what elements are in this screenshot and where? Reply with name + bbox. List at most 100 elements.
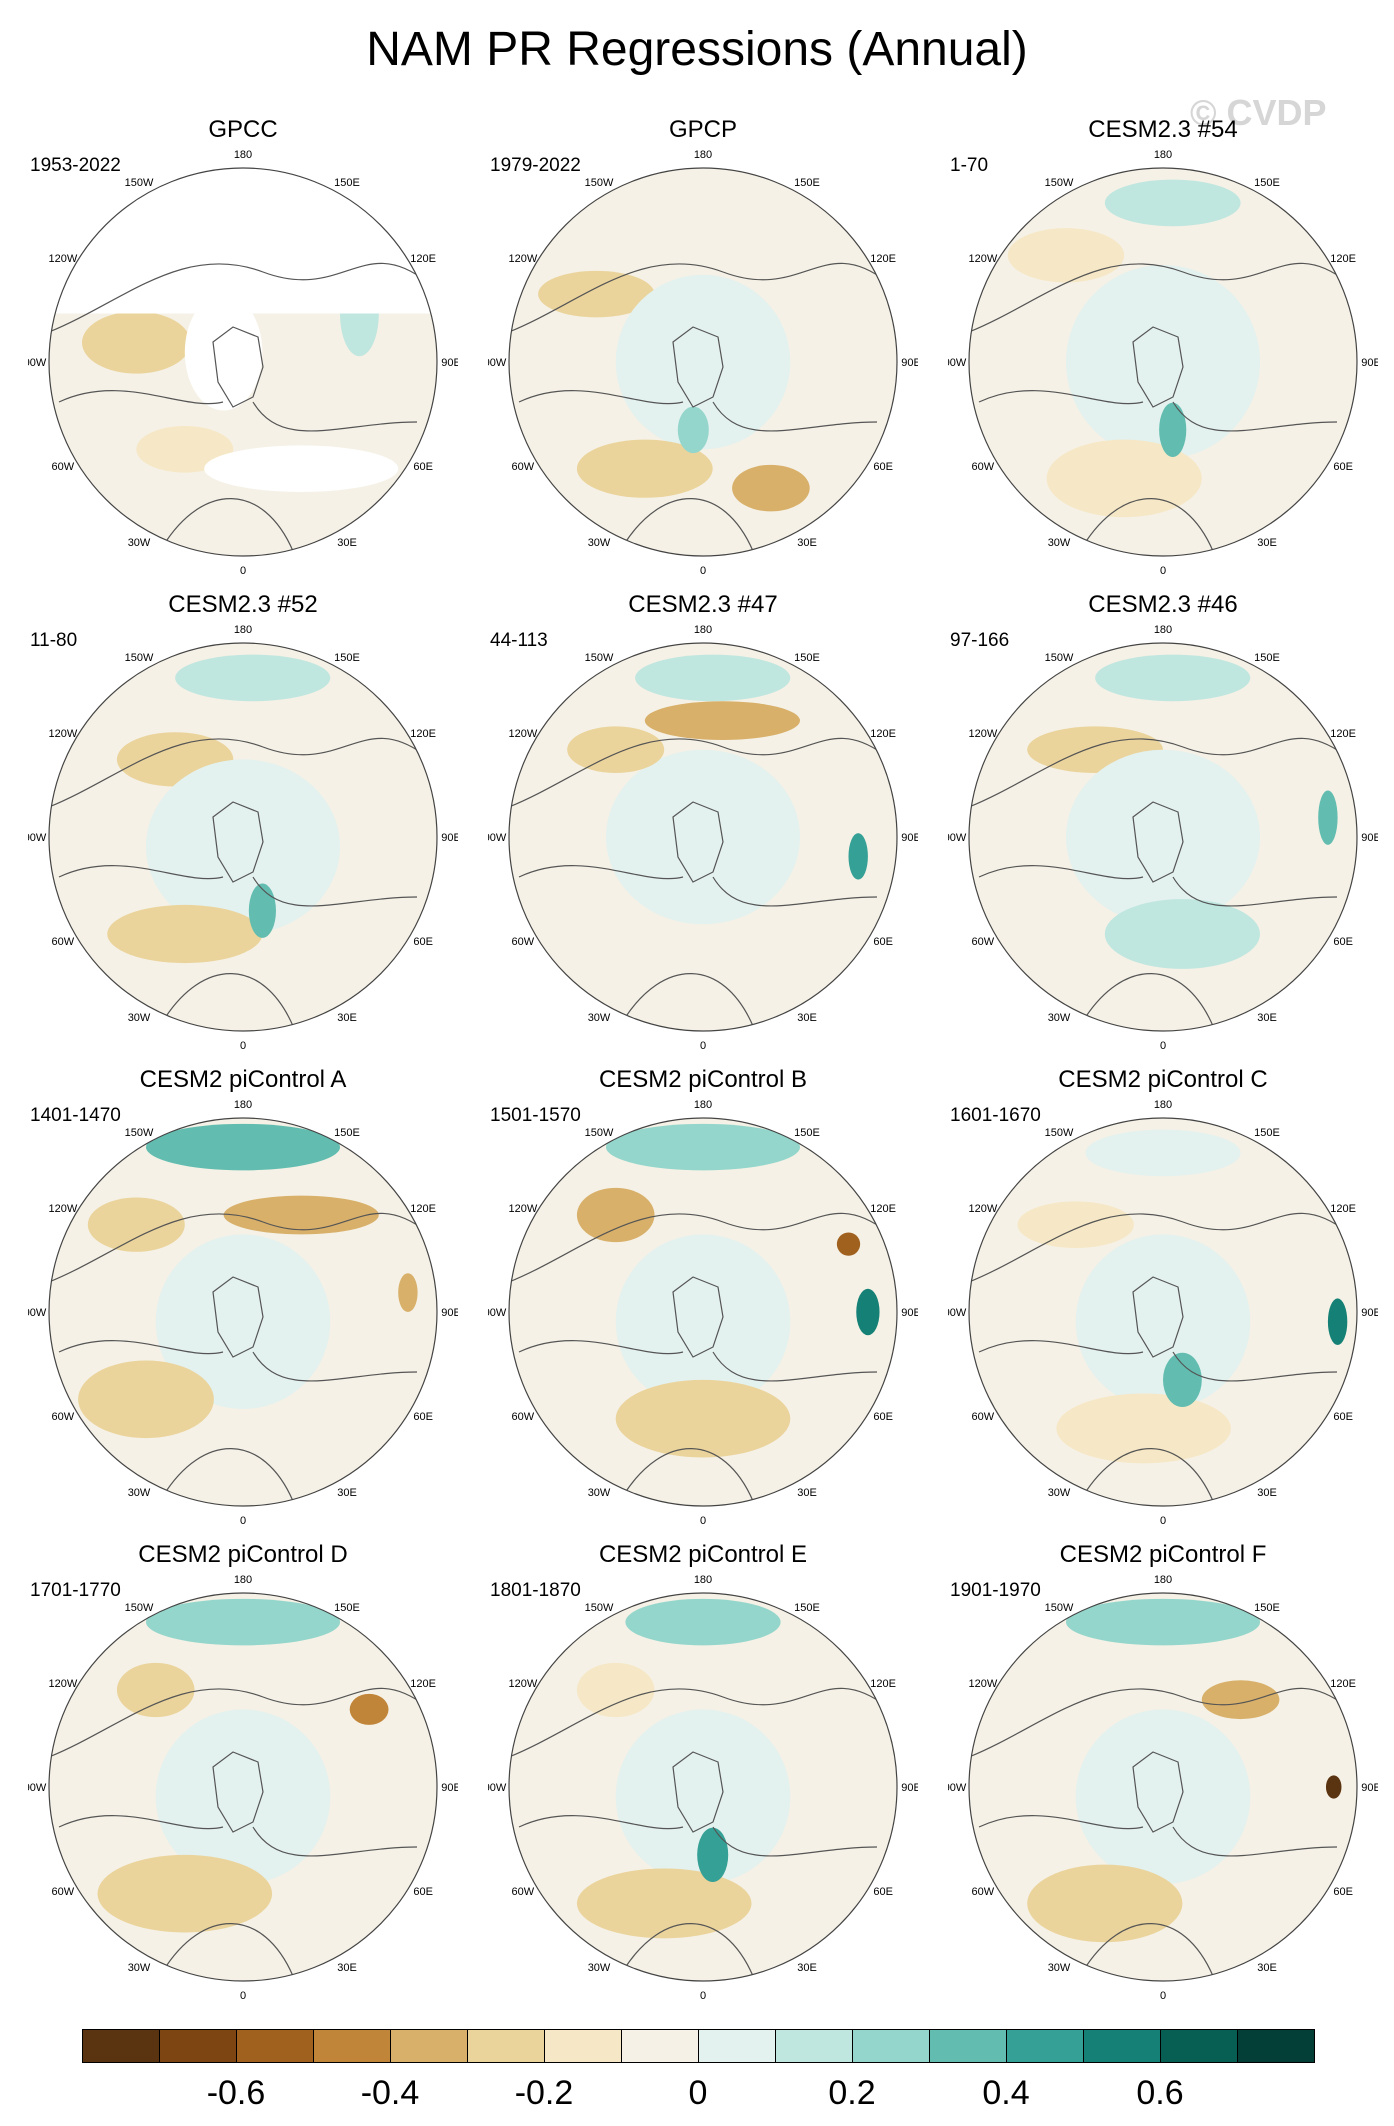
longitude-label: 60E [413, 936, 433, 948]
longitude-label: 90W [488, 357, 507, 369]
longitude-label: 120W [48, 1678, 77, 1690]
longitude-label: 180 [234, 624, 252, 636]
anomaly-contour [1085, 1129, 1241, 1177]
panel-year-range: 1979-2022 [490, 155, 581, 176]
panel-year-range: 1501-1570 [490, 1105, 581, 1126]
anomaly-contour [677, 406, 709, 454]
longitude-label: 30E [1257, 1487, 1277, 1499]
longitude-label: 0 [700, 1040, 706, 1052]
anomaly-contour [836, 1232, 861, 1256]
anomaly-contour [107, 904, 263, 964]
longitude-label: 150E [794, 1602, 820, 1614]
longitude-label: 30E [337, 1962, 357, 1974]
longitude-label: 180 [694, 624, 712, 636]
panel-title: CESM2.3 #52 [168, 591, 318, 618]
longitude-label: 60E [873, 1411, 893, 1423]
longitude-label: 90W [948, 357, 967, 369]
coastline [672, 1276, 724, 1358]
longitude-label: 90W [488, 1782, 507, 1794]
longitude-label: 150W [1045, 652, 1074, 664]
polar-map: 180 150E 120E 90E 60E 30E 0 30W 60W 90W 120W 150W [488, 624, 918, 1052]
longitude-label: 0 [240, 565, 246, 577]
map-boundary [968, 167, 1358, 557]
longitude-label: 60W [972, 936, 995, 948]
anomaly-contour [78, 1360, 214, 1439]
anomaly-contour [1104, 899, 1260, 969]
panel-title: GPCC [208, 116, 278, 143]
longitude-label: 150W [585, 1127, 614, 1139]
panel-title: CESM2.3 #47 [628, 591, 778, 618]
map-boundary [48, 642, 438, 1032]
map-boundary [48, 167, 438, 557]
longitude-label: 150W [585, 1602, 614, 1614]
coastline [969, 1687, 1348, 1977]
colorbar-box [82, 2029, 160, 2063]
longitude-label: 0 [700, 1515, 706, 1527]
map-panel: 180 150E 120E 90E 60E 30E 0 30W 60W 90W 120W 150W CE… [948, 1062, 1378, 1532]
map-panel: 180 150E 120E 90E 60E 30E 0 30W 60W 90W 120W 150W CE… [28, 587, 458, 1057]
anomaly-contour [155, 1709, 331, 1884]
longitude-label: 180 [694, 1574, 712, 1586]
longitude-label: 30W [588, 1487, 611, 1499]
longitude-label: 30E [797, 537, 817, 549]
coastline [509, 1212, 888, 1502]
longitude-label: 120W [48, 253, 77, 265]
longitude-label: 0 [240, 1040, 246, 1052]
panel-year-range: 44-113 [490, 630, 548, 651]
colorbar-box [621, 2029, 699, 2063]
longitude-label: 60E [873, 461, 893, 473]
longitude-label: 60W [52, 461, 75, 473]
map-panel: 180 150E 120E 90E 60E 30E 0 30W 60W 90W 120W 150W CE… [488, 1537, 918, 2007]
polar-map: 180 150E 120E 90E 60E 30E 0 30W 60W 90W 120W 150W [948, 149, 1378, 577]
panel-title: CESM2.3 #46 [1088, 591, 1238, 618]
coastline [1132, 326, 1184, 408]
longitude-label: 30W [588, 1962, 611, 1974]
coastline [49, 1687, 428, 1977]
anomaly-contour [146, 1123, 340, 1171]
map-panel: 180 150E 120E 90E 60E 30E 0 30W 60W 90W 120W 150W GP… [488, 112, 918, 582]
colorbar-box [775, 2029, 853, 2063]
coastline [672, 1751, 724, 1833]
panel-year-range: 1601-1670 [950, 1105, 1041, 1126]
colorbar-box [544, 2029, 622, 2063]
anomaly-contour [1201, 1680, 1280, 1720]
anomaly-contour [1066, 1598, 1260, 1646]
colorbar-box [1083, 2029, 1161, 2063]
longitude-label: 180 [234, 1574, 252, 1586]
longitude-label: 120E [410, 1203, 436, 1215]
longitude-label: 120W [968, 1203, 997, 1215]
longitude-label: 150W [125, 1127, 154, 1139]
map-boundary [508, 167, 898, 557]
longitude-label: 90W [28, 357, 47, 369]
anomaly-contour [615, 1379, 791, 1458]
anomaly-contour [1159, 402, 1187, 458]
longitude-label: 180 [234, 149, 252, 161]
panel-year-range: 1-70 [950, 155, 989, 176]
anomaly-contour [175, 654, 331, 702]
anomaly-contour [1075, 1234, 1251, 1409]
longitude-label: 150E [794, 177, 820, 189]
longitude-label: 30E [337, 1012, 357, 1024]
longitude-label: 60E [873, 1886, 893, 1898]
coastline [672, 326, 724, 408]
colorbar-box [313, 2029, 391, 2063]
longitude-label: 120W [48, 1203, 77, 1215]
anomaly-contour [398, 1273, 418, 1312]
colorbar-box [390, 2029, 468, 2063]
coastline [212, 326, 264, 408]
polar-map: 180 150E 120E 90E 60E 30E 0 30W 60W 90W 120W 150W [488, 1099, 918, 1527]
anomaly-contour [136, 426, 234, 473]
longitude-label: 120W [508, 253, 537, 265]
longitude-label: 150W [585, 652, 614, 664]
longitude-label: 120W [968, 728, 997, 740]
longitude-label: 180 [694, 149, 712, 161]
map-boundary [508, 1592, 898, 1982]
figure-title: NAM PR Regressions (Annual) [366, 23, 1028, 76]
map-panel: 180 150E 120E 90E 60E 30E 0 30W 60W 90W 120W 150W CE… [948, 587, 1378, 1057]
longitude-label: 150E [1254, 652, 1280, 664]
longitude-label: 120E [1330, 1203, 1356, 1215]
panel-year-range: 1901-1970 [950, 1580, 1041, 1601]
longitude-label: 30W [1048, 1012, 1071, 1024]
longitude-label: 30E [797, 1962, 817, 1974]
coastline [1132, 801, 1184, 883]
